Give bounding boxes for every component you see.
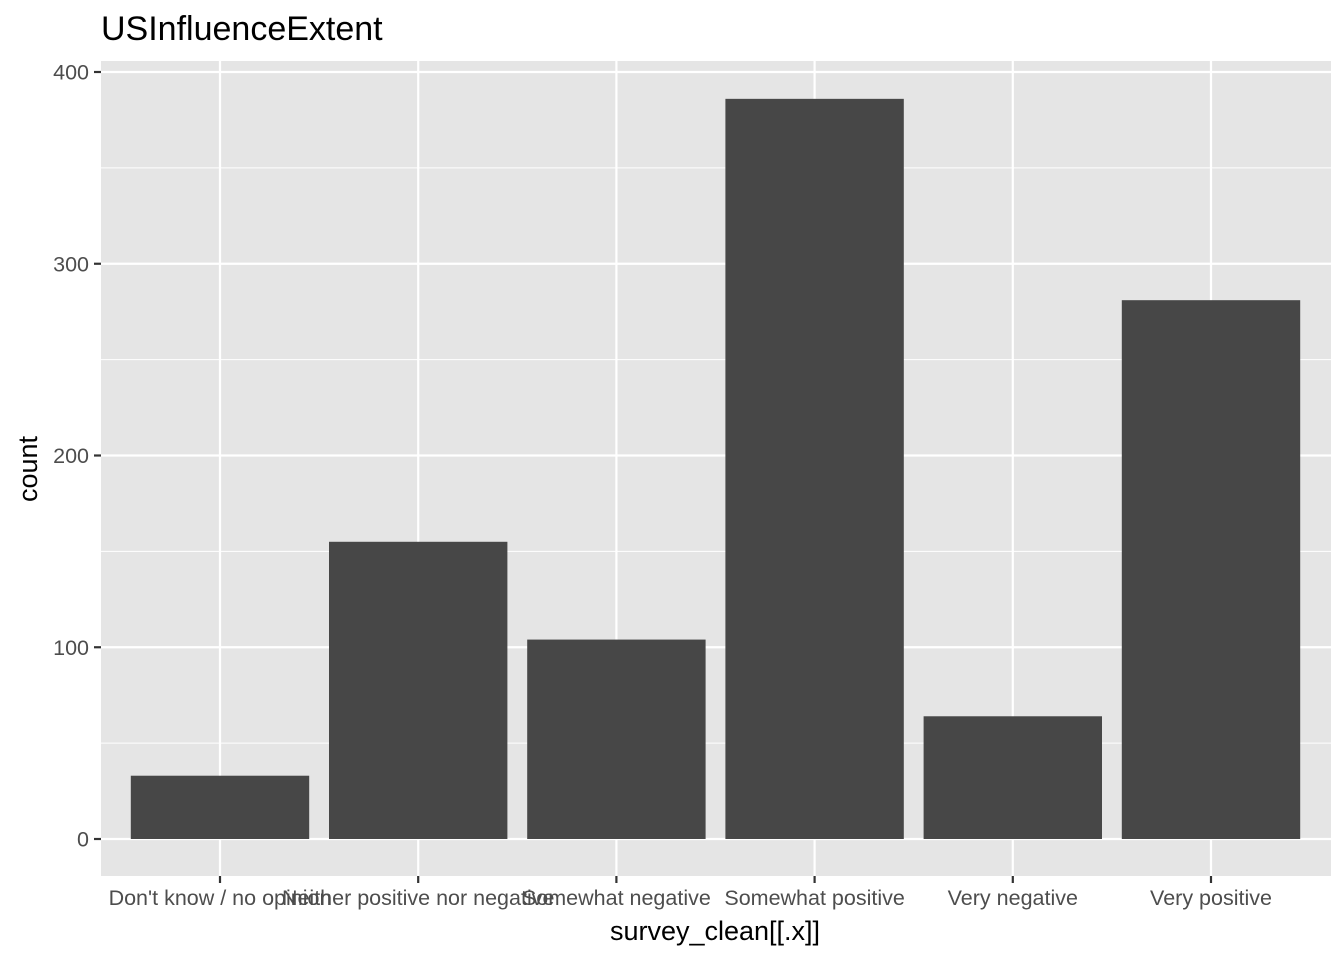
x-tick-label: Very negative <box>948 886 1078 910</box>
bars <box>130 98 1301 840</box>
y-tick-label: 300 <box>53 252 89 276</box>
y-tick-label: 100 <box>53 636 89 660</box>
x-tick-label: Somewhat negative <box>522 886 711 910</box>
y-axis-title: count <box>13 435 43 502</box>
bar <box>1121 300 1301 839</box>
x-tick-label: Neither positive nor negative <box>282 886 555 910</box>
y-tick-label: 200 <box>53 444 89 468</box>
bar <box>527 639 706 839</box>
y-tick-label: 0 <box>77 828 89 852</box>
chart-title: USInfluenceExtent <box>101 10 383 48</box>
y-tick-label: 400 <box>53 61 89 85</box>
y-axis: 0 100 200 300 400 <box>53 61 101 852</box>
x-tick-label: Very positive <box>1150 886 1272 910</box>
x-axis-title: survey_clean[[.x]] <box>610 916 820 946</box>
x-tick-label: Don't know / no opinion <box>109 886 332 910</box>
x-tick-label: Somewhat positive <box>724 886 904 910</box>
bar <box>725 98 904 840</box>
bar <box>329 541 508 839</box>
bar <box>130 775 310 839</box>
bar <box>923 716 1102 839</box>
